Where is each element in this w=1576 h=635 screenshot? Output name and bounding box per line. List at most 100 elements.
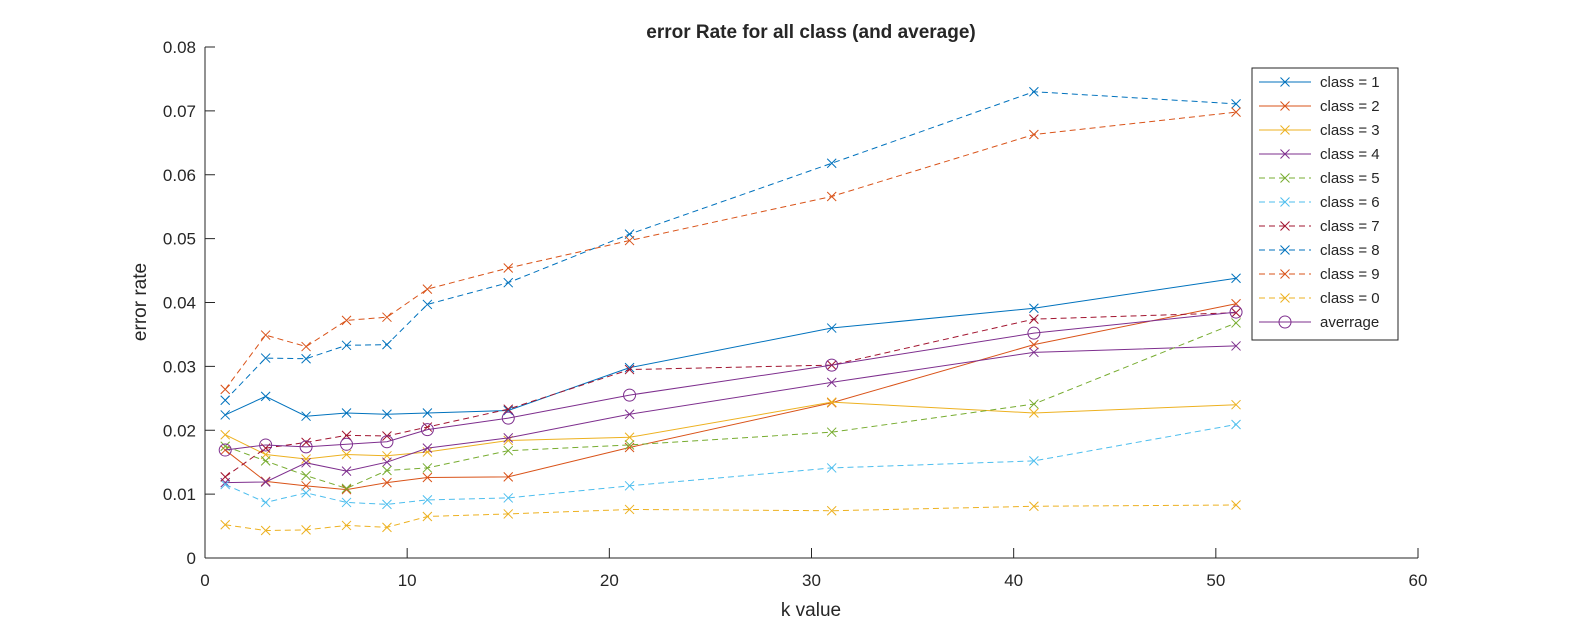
legend-item: class = 8 [1259,242,1380,259]
data-point [260,353,271,363]
legend-marker [1280,269,1290,279]
legend-item: averrage [1259,314,1379,331]
data-point [260,497,271,508]
series-5 [220,419,1241,510]
legend-marker [1280,293,1290,303]
data-point [382,465,392,476]
data-point [1231,273,1241,284]
data-point [340,437,354,451]
data-point [1231,307,1241,318]
legend-item: class = 1 [1259,74,1380,91]
legend-label: class = 3 [1320,122,1380,139]
series-10 [218,305,1243,457]
series-4 [220,318,1241,494]
data-point [301,411,311,422]
data-point [503,472,514,482]
y-tick-label: 0.04 [163,294,196,313]
axes: 0 10 20 30 40 50 60 0 0.01 0.02 0.03 0.04 0.05 0.06 0.… [163,38,1428,590]
legend-marker [1280,149,1290,159]
series-3 [220,341,1241,488]
data-point [382,522,392,533]
data-point [1027,326,1041,340]
data-point [301,487,311,498]
legend-marker [1278,315,1292,329]
legend-label: class = 1 [1320,74,1380,91]
data-point [826,377,837,388]
data-point [826,397,837,407]
data-point [503,493,514,503]
data-point [503,509,514,519]
data-point [624,432,635,443]
data-point [1231,399,1241,410]
legend-marker [1280,173,1290,183]
legend-marker [1280,101,1290,111]
series-8 [220,107,1241,395]
data-point [382,312,392,323]
data-point [341,449,352,460]
legend-item: class = 3 [1259,122,1380,139]
legend: class = 1 class = 2 class = 3 class = 4 clas… [1251,67,1399,341]
series-line [225,277,1237,417]
legend-label: class = 0 [1320,290,1380,307]
data-point [220,472,231,482]
data-point [341,520,352,531]
data-point [220,519,231,530]
data-point [382,477,392,488]
data-point [382,457,392,468]
data-point [1029,303,1039,314]
data-point [422,408,433,418]
data-point [380,435,394,449]
data-point [623,388,637,402]
legend-marker [1280,197,1290,207]
data-point [301,341,311,352]
series-line [224,312,1237,478]
data-point [1029,501,1039,512]
x-tick-label: 50 [1206,571,1225,590]
data-point [422,463,433,473]
y-tick-label: 0.02 [163,421,196,440]
legend-label: class = 7 [1320,218,1380,235]
data-point [220,410,231,420]
data-point [341,497,352,508]
series-line [224,401,1237,460]
legend-label: class = 4 [1320,146,1380,163]
data-point [301,437,311,448]
data-point [825,358,839,372]
legend-item: class = 9 [1259,266,1380,283]
data-point [1029,408,1039,418]
data-point [260,456,271,466]
data-point [422,472,433,483]
data-point [1029,86,1039,97]
data-point [1029,339,1039,350]
legend-marker [1280,77,1290,87]
data-point [382,409,392,420]
series-2 [220,397,1241,464]
y-tick-label: 0.01 [163,485,196,504]
y-axis-label: error rate [130,263,151,341]
data-point [624,364,635,375]
legend-marker [1280,245,1290,255]
data-point [1231,341,1241,351]
data-point [826,427,837,438]
x-tick-label: 30 [802,571,821,590]
data-point [382,499,392,510]
legend-label: class = 2 [1320,98,1380,115]
data-point [220,479,231,490]
data-point [420,423,434,437]
series-9 [220,500,1241,536]
data-point [503,404,514,415]
legend-item: class = 2 [1259,98,1380,115]
data-point [422,299,433,310]
data-point [1029,129,1039,140]
x-tick-label: 0 [200,571,209,590]
data-point [422,495,433,505]
y-tick-label: 0.07 [163,102,196,121]
data-point [382,339,392,350]
legend-item: class = 0 [1259,290,1380,307]
series-group [218,86,1243,536]
y-tick-label: 0.05 [163,230,196,249]
data-point [341,408,352,418]
data-point [1029,456,1039,466]
legend-item: class = 7 [1259,218,1380,235]
